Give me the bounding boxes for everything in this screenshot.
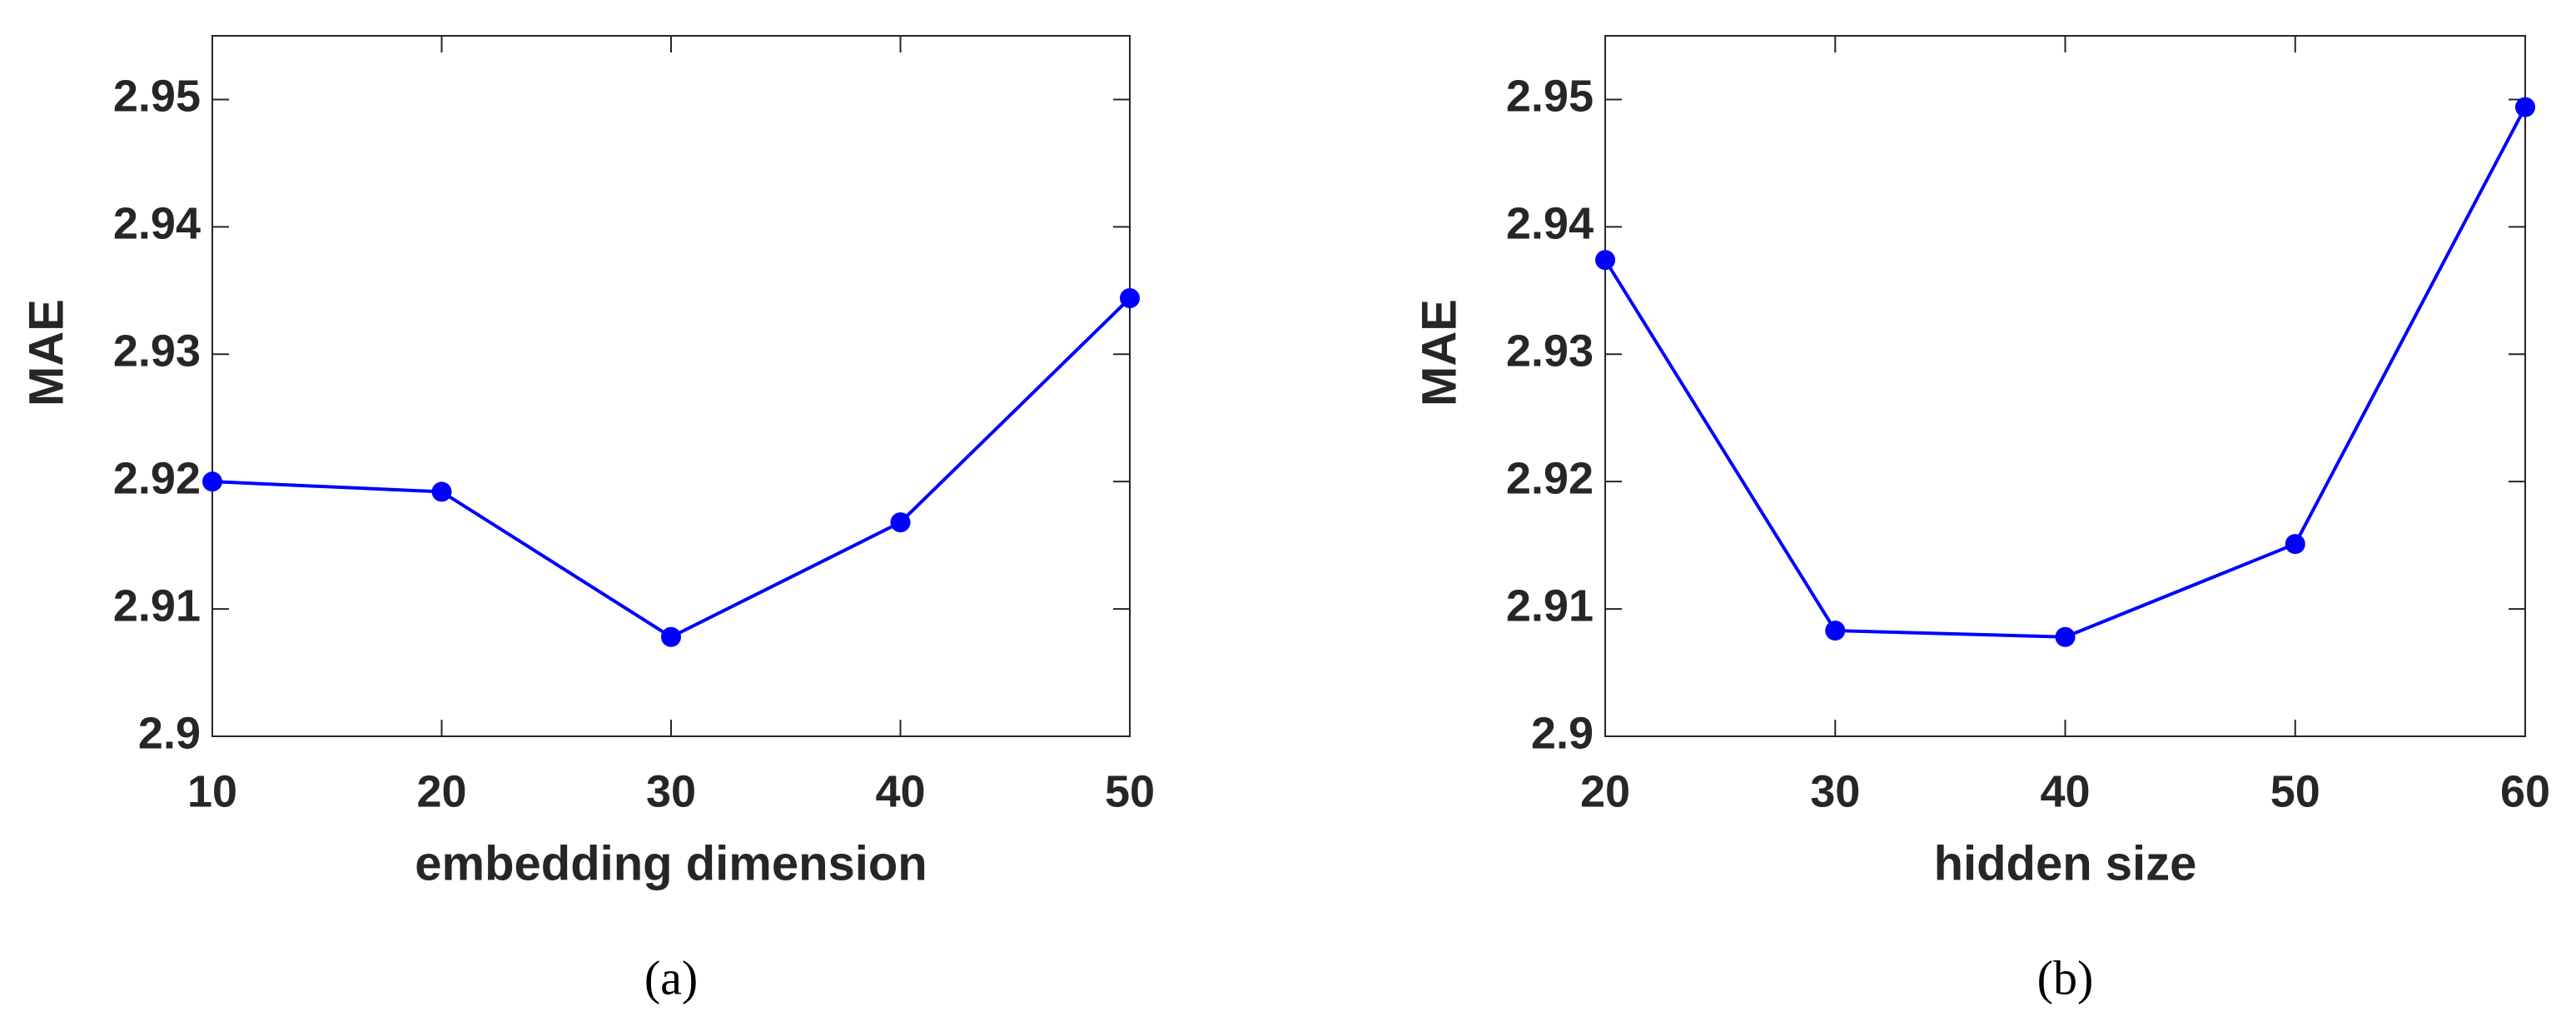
data-point [202, 471, 222, 492]
data-point [1595, 250, 1615, 271]
data-point [2515, 97, 2535, 117]
data-point [661, 626, 681, 647]
x-axis-label: hidden size [1934, 836, 2197, 890]
y-tick-label: 2.94 [113, 199, 201, 249]
x-axis-label: embedding dimension [415, 836, 927, 890]
x-tick-label: 50 [2270, 766, 2320, 816]
y-tick-label: 2.92 [113, 453, 201, 503]
x-tick-label: 10 [187, 766, 237, 816]
y-tick-label: 2.94 [1506, 199, 1594, 249]
x-tick-label: 40 [2040, 766, 2090, 816]
caption: (a) [644, 950, 698, 1005]
y-tick-label: 2.9 [1531, 708, 1594, 758]
caption: (b) [2037, 950, 2094, 1005]
y-tick-label: 2.95 [1506, 72, 1594, 122]
data-point [1120, 287, 1140, 308]
y-tick-label: 2.93 [1506, 327, 1594, 376]
y-tick-label: 2.93 [113, 327, 201, 376]
data-point [431, 481, 452, 502]
x-tick-label: 30 [1810, 766, 1860, 816]
y-axis-label: MAE [19, 299, 73, 406]
x-tick-label: 60 [2500, 766, 2550, 816]
data-point [2285, 534, 2305, 555]
y-tick-label: 2.91 [1506, 581, 1594, 631]
data-point [1825, 621, 1846, 641]
x-tick-label: 20 [1580, 766, 1630, 816]
y-tick-label: 2.92 [1506, 453, 1594, 503]
plot-area [1604, 35, 2526, 737]
plot-area [211, 35, 1131, 737]
y-axis-label: MAE [1412, 299, 1466, 406]
x-tick-label: 50 [1105, 766, 1155, 816]
y-tick-label: 2.95 [113, 72, 201, 122]
data-point [890, 512, 911, 533]
data-point [2055, 626, 2076, 647]
x-tick-label: 20 [416, 766, 466, 816]
x-tick-label: 40 [875, 766, 925, 816]
x-tick-label: 30 [646, 766, 696, 816]
y-tick-label: 2.91 [113, 581, 201, 631]
y-tick-label: 2.9 [138, 708, 201, 758]
